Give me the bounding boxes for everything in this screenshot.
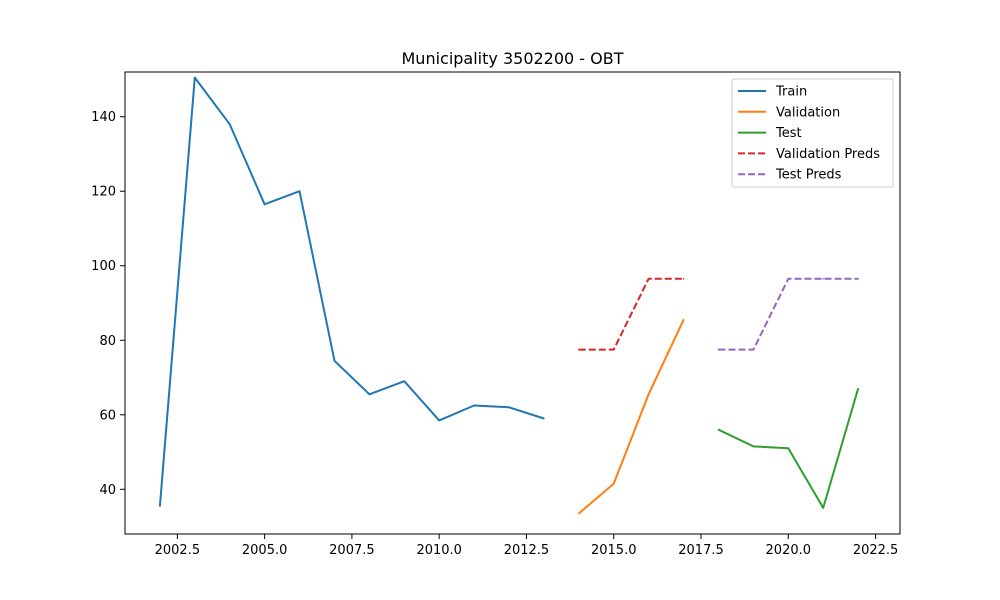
series-line-validation-preds: [578, 277, 684, 351]
legend: Train Validation Test Validation Preds Test …: [731, 78, 894, 188]
x-axis: 2002.5 2005.0 2007.5 2010.0 2012.5 2015.0 2017…: [155, 534, 899, 558]
data-point-test-preds: [822, 277, 824, 280]
data-point-test-preds: [787, 277, 790, 280]
legend-box: [731, 78, 894, 188]
data-point-test: [822, 507, 824, 509]
y-tick-label: 60: [99, 408, 116, 423]
data-point-test: [857, 387, 859, 390]
data-point-validation-preds: [578, 348, 580, 351]
x-tick-label: 2002.5: [155, 543, 201, 558]
x-tick-label: 2005.0: [242, 543, 288, 558]
data-point-train: [508, 406, 510, 409]
chart-title: Municipality 3502200 - OBT: [402, 49, 624, 68]
data-point-validation-preds: [682, 277, 685, 280]
x-tick-label: 2015.0: [591, 543, 637, 558]
y-axis: 40 60 80 100 120 140: [91, 110, 125, 498]
data-point-test: [717, 428, 720, 431]
data-point-train: [403, 380, 406, 383]
y-tick-label: 140: [91, 110, 116, 125]
x-tick-label: 2020.0: [766, 543, 812, 558]
data-point-test: [752, 445, 755, 448]
data-point-test-preds: [752, 348, 755, 351]
data-point-validation: [612, 482, 615, 485]
data-point-validation: [682, 318, 685, 321]
y-tick-label: 40: [99, 483, 116, 498]
data-point-train: [438, 419, 440, 422]
data-point-test-preds: [857, 277, 859, 280]
x-tick-label: 2022.5: [853, 543, 899, 558]
x-tick-label: 2012.5: [504, 543, 550, 558]
series-line-train: [158, 76, 545, 507]
y-tick-label: 100: [91, 259, 116, 274]
data-point-train: [368, 393, 371, 396]
x-tick-label: 2007.5: [329, 543, 375, 558]
data-point-test-preds: [717, 348, 720, 351]
y-tick-label: 80: [99, 334, 116, 349]
data-point-train: [194, 76, 196, 79]
legend-label-validation: Validation: [776, 105, 840, 120]
series-line-validation: [578, 319, 685, 515]
data-point-train: [333, 359, 336, 362]
data-point-test: [787, 447, 790, 450]
data-point-validation: [647, 393, 650, 396]
data-point-validation-preds: [647, 277, 650, 280]
y-tick-label: 120: [91, 185, 116, 200]
legend-label-train: Train: [775, 85, 807, 100]
x-tick-label: 2010.0: [416, 543, 462, 558]
data-point-train: [543, 417, 545, 420]
data-point-train: [298, 190, 301, 193]
plot-frame: [124, 71, 901, 535]
data-point-train: [228, 123, 231, 125]
legend-label-test: Test: [775, 126, 802, 141]
data-point-train: [473, 404, 475, 407]
data-point-validation: [578, 512, 580, 515]
data-point-train: [263, 203, 266, 206]
series-layer: [158, 76, 860, 515]
data-point-validation-preds: [612, 348, 615, 351]
x-tick-label: 2017.5: [678, 543, 724, 558]
legend-label-validation-preds: Validation Preds: [776, 147, 880, 162]
legend-label-test-preds: Test Preds: [775, 168, 842, 183]
data-point-train: [159, 505, 161, 507]
